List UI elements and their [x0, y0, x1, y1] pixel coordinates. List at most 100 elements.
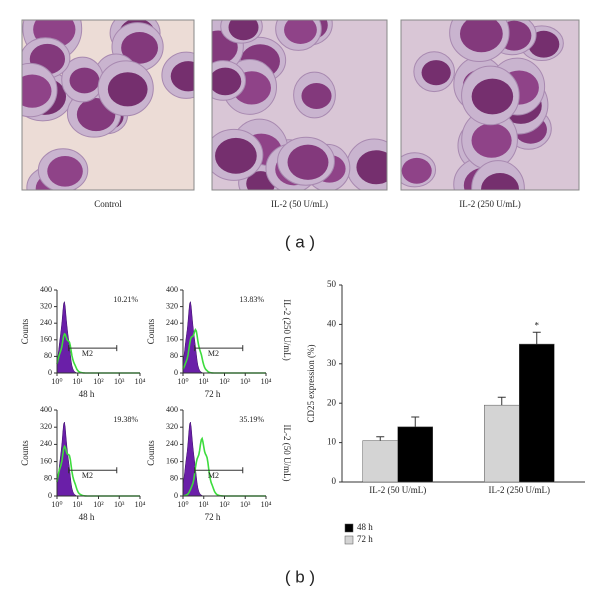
- nucleus: [212, 67, 242, 96]
- y-tick-label: 240: [40, 439, 52, 448]
- legend-label: 48 h: [357, 522, 373, 532]
- histogram-fill: [182, 421, 266, 497]
- y-tick-label: 20: [327, 397, 337, 407]
- y-tick-label: 320: [40, 301, 52, 310]
- nucleus: [471, 78, 514, 115]
- nucleus: [170, 61, 194, 92]
- y-tick-label: 0: [48, 491, 52, 500]
- x-tick-label: 10³: [240, 377, 251, 386]
- x-tick-label: 10³: [114, 377, 125, 386]
- x-tick-label: 10¹: [199, 500, 210, 509]
- percent-label: 10.21%: [113, 295, 138, 304]
- x-tick-label: 10⁴: [261, 500, 272, 509]
- histogram-fill: [182, 300, 266, 374]
- x-tick-label: 10⁴: [135, 377, 146, 386]
- y-tick-label: 400: [166, 405, 178, 414]
- x-tick-label: 10²: [219, 500, 230, 509]
- panel-label: ( a ): [285, 232, 315, 251]
- nucleus: [215, 137, 257, 174]
- x-tick-label: 10²: [93, 377, 104, 386]
- gate-label: M2: [82, 471, 93, 480]
- y-tick-label: 240: [40, 318, 52, 327]
- legend-swatch: [344, 523, 354, 533]
- axis-label: Counts: [146, 440, 156, 466]
- x-tick-label: IL-2 (50 U/mL): [369, 485, 426, 495]
- x-tick-label: 10¹: [73, 377, 84, 386]
- axis-label: Counts: [20, 440, 30, 466]
- bar: [484, 404, 520, 483]
- gate: [194, 467, 244, 474]
- legend-label: 72 h: [357, 534, 373, 544]
- time-label: 72 h: [205, 512, 221, 522]
- y-tick-label: 240: [166, 439, 178, 448]
- image-caption: IL-2 (50 U/mL): [271, 199, 328, 209]
- micrograph: [22, 20, 194, 190]
- axis-label: Counts: [146, 318, 156, 344]
- y-tick-label: 320: [166, 301, 178, 310]
- y-tick-label: 80: [170, 474, 178, 483]
- x-tick-label: 10¹: [73, 500, 84, 509]
- nucleus: [356, 150, 387, 185]
- y-tick-label: 160: [166, 335, 178, 344]
- nucleus: [22, 74, 52, 108]
- row-label: IL-2 (50 U/mL): [282, 425, 292, 482]
- y-tick-label: 160: [40, 335, 52, 344]
- y-tick-label: 400: [40, 285, 52, 294]
- histogram-fill: [56, 300, 140, 374]
- bar: [397, 426, 433, 483]
- x-tick-label: 10⁴: [135, 500, 146, 509]
- y-tick-label: 80: [44, 474, 52, 483]
- nucleus: [228, 20, 259, 41]
- percent-label: 19.38%: [113, 415, 138, 424]
- axis-label: Counts: [20, 318, 30, 344]
- nucleus: [121, 31, 159, 64]
- image-caption: Control: [94, 199, 122, 209]
- y-tick-label: 320: [40, 422, 52, 431]
- micrograph-border: [21, 19, 195, 191]
- y-tick-label: 30: [327, 358, 337, 368]
- x-tick-label: 10³: [114, 500, 125, 509]
- panel-label: ( b ): [285, 567, 315, 586]
- gate-label: M2: [82, 349, 93, 358]
- y-tick-label: 0: [174, 491, 178, 500]
- bar: [519, 343, 555, 483]
- time-label: 48 h: [79, 512, 95, 522]
- gate-label: M2: [208, 471, 219, 480]
- y-tick-label: 240: [166, 318, 178, 327]
- x-tick-label: 10⁰: [51, 377, 62, 386]
- x-tick-label: 10⁰: [177, 500, 188, 509]
- nucleus: [284, 20, 317, 44]
- y-tick-label: 320: [166, 422, 178, 431]
- time-label: 72 h: [205, 389, 221, 399]
- y-tick-label: 400: [40, 405, 52, 414]
- row-label: IL-2 (250 U/mL): [282, 299, 292, 360]
- gate: [194, 345, 244, 352]
- x-tick-label: 10²: [219, 377, 230, 386]
- nucleus: [287, 144, 329, 180]
- image-caption: IL-2 (250 U/mL): [459, 199, 520, 209]
- y-tick-label: 40: [327, 318, 337, 328]
- time-label: 48 h: [79, 389, 95, 399]
- legend-swatch: [344, 535, 354, 545]
- nucleus: [107, 72, 148, 107]
- x-tick-label: 10⁰: [177, 377, 188, 386]
- gate: [68, 467, 118, 474]
- x-tick-label: 10³: [240, 500, 251, 509]
- y-tick-label: 400: [166, 285, 178, 294]
- micrograph-border: [211, 19, 388, 191]
- micrograph-border: [400, 19, 580, 191]
- y-tick-label: 160: [40, 456, 52, 465]
- x-tick-label: 10⁴: [261, 377, 272, 386]
- y-tick-label: 80: [170, 351, 178, 360]
- axis-label: CD25 expression (%): [306, 345, 316, 423]
- y-tick-label: 0: [332, 476, 337, 486]
- x-tick-label: 10²: [93, 500, 104, 509]
- nucleus: [459, 20, 503, 53]
- error-bar: [411, 416, 420, 427]
- bar: [362, 440, 398, 483]
- x-tick-label: 10⁰: [51, 500, 62, 509]
- nucleus: [421, 60, 451, 86]
- nucleus: [481, 172, 519, 190]
- micrograph: [212, 20, 387, 190]
